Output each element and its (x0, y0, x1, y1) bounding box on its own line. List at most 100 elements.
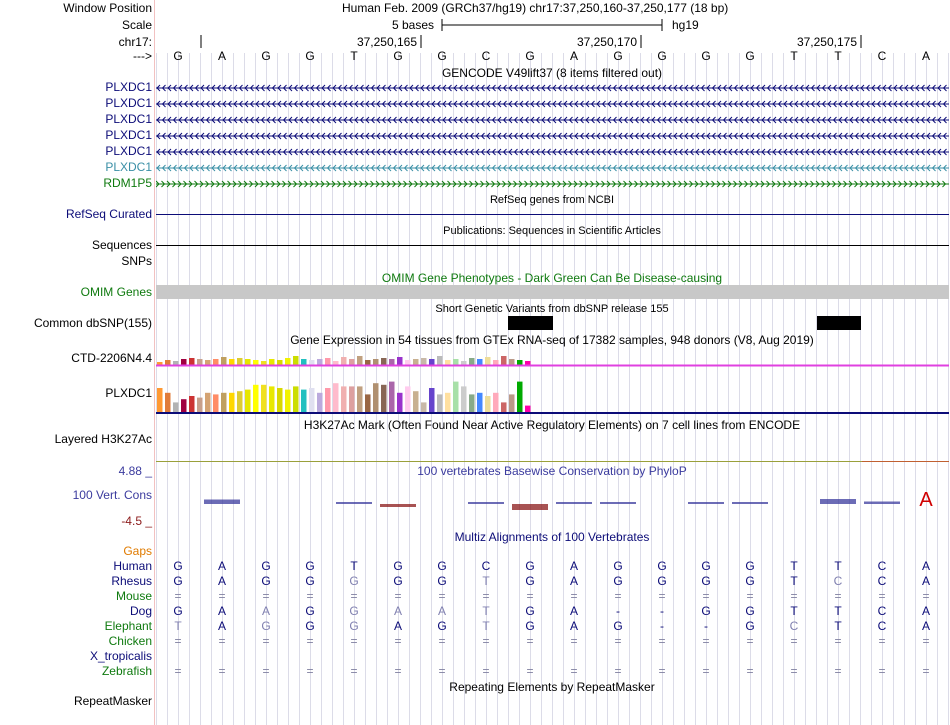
conservation-score-bar (864, 501, 900, 504)
refseq-label[interactable]: RefSeq Curated (65, 207, 152, 221)
reference-base: G (173, 49, 183, 63)
gencode-item-feature[interactable] (156, 115, 950, 125)
snps-label[interactable]: SNPs (121, 254, 152, 268)
multiz-base: = (746, 664, 754, 678)
reference-base: G (525, 49, 535, 63)
gtex-plxdc1-bar (293, 386, 299, 412)
multiz-base: C (877, 559, 887, 573)
multiz-base: = (262, 589, 270, 603)
multiz-base: G (305, 559, 315, 573)
multiz-base: = (306, 589, 314, 603)
multiz-base: G (349, 619, 359, 633)
dbsnp-label[interactable]: Common dbSNP(155) (33, 316, 152, 330)
multiz-base: G (173, 604, 183, 618)
gencode-item-feature[interactable] (156, 99, 950, 109)
multiz-base: = (482, 664, 490, 678)
multiz-base: G (349, 574, 359, 588)
omim-title[interactable]: OMIM Gene Phenotypes - Dark Green Can Be… (381, 271, 723, 285)
gtex-plxdc1-bar (509, 394, 515, 412)
multiz-base: G (657, 559, 667, 573)
publications-title[interactable]: Publications: Sequences in Scientific Ar… (443, 225, 661, 237)
gencode-item-label[interactable]: PLXDC1 (105, 96, 152, 110)
multiz-base: G (701, 604, 711, 618)
multiz-base: G (393, 559, 403, 573)
gtex-ctd-bar (197, 359, 203, 365)
gtex-plxdc1-bar (229, 392, 235, 412)
multiz-species-row: = = = = = = = = = = = = = = = = = = (156, 635, 948, 648)
gencode-item-label[interactable]: PLXDC1 (105, 160, 152, 174)
gencode-item-feature[interactable] (156, 131, 950, 141)
reference-base: G (261, 49, 271, 63)
conservation-plot[interactable]: A (156, 486, 950, 530)
multiz-species-label[interactable]: Chicken (108, 634, 152, 648)
multiz-species-label[interactable]: Rhesus (111, 574, 152, 588)
multiz-base: G (437, 574, 447, 588)
multiz-base: = (922, 589, 930, 603)
gtex-gene-label[interactable]: CTD-2206N4.4 (71, 351, 152, 365)
conservation-title[interactable]: 100 vertebrates Basewise Conservation by… (417, 464, 687, 478)
gtex-ctd-bar (501, 356, 507, 365)
multiz-base: A (569, 619, 578, 633)
gencode-item-feature[interactable] (156, 83, 950, 93)
gencode-item-label[interactable]: PLXDC1 (105, 144, 152, 158)
gencode-item-label[interactable]: PLXDC1 (105, 112, 152, 126)
gencode-item-feature[interactable] (156, 179, 950, 189)
gtex-bar-chart[interactable] (156, 352, 950, 414)
multiz-species-label[interactable]: Elephant (104, 619, 152, 633)
conservation-label[interactable]: 100 Vert. Cons (72, 488, 152, 502)
multiz-base: A (569, 574, 578, 588)
multiz-base: = (438, 664, 446, 678)
multiz-title[interactable]: Multiz Alignments of 100 Vertebrates (454, 530, 650, 544)
base-grid (156, 53, 949, 725)
reference-base: T (790, 49, 798, 63)
multiz-base: = (614, 634, 622, 648)
repeatmasker-label[interactable]: RepeatMasker (73, 694, 152, 708)
gencode-title[interactable]: GENCODE V49lift37 (8 items filtered out) (441, 66, 663, 80)
gtex-gene-label[interactable]: PLXDC1 (105, 386, 152, 400)
dbsnp-title[interactable]: Short Genetic Variants from dbSNP releas… (435, 303, 669, 315)
multiz-species-label[interactable]: Human (113, 559, 152, 573)
gaps-label[interactable]: Gaps (123, 544, 152, 558)
dbsnp-variant[interactable] (817, 316, 861, 330)
h3k27ac-title[interactable]: H3K27Ac Mark (Often Found Near Active Re… (303, 418, 801, 432)
h3k27ac-label[interactable]: Layered H3K27Ac (54, 432, 152, 446)
omim-label[interactable]: OMIM Genes (80, 285, 152, 299)
gtex-ctd-bar (253, 360, 259, 365)
publications-label[interactable]: Sequences (91, 238, 152, 252)
multiz-species-label[interactable]: Mouse (115, 589, 152, 603)
multiz-base: G (745, 559, 755, 573)
multiz-base: = (526, 664, 534, 678)
gtex-plxdc1-bar (221, 392, 227, 412)
gtex-plxdc1-bar (181, 399, 187, 412)
gtex-plxdc1-bar (173, 402, 179, 412)
gtex-title[interactable]: Gene Expression in 54 tissues from GTEx … (290, 333, 814, 347)
multiz-species-label[interactable]: X_tropicalis (89, 649, 152, 663)
multiz-base: G (261, 619, 271, 633)
gencode-item-label[interactable]: RDM1P5 (103, 176, 152, 190)
multiz-species-label[interactable]: Dog (129, 604, 152, 618)
gencode-item-label[interactable]: PLXDC1 (105, 128, 152, 142)
multiz-base: G (349, 604, 359, 618)
gtex-plxdc1-bar (309, 388, 315, 412)
multiz-base: = (262, 664, 270, 678)
refseq-line (156, 214, 949, 215)
conservation-max: 4.88 _ (118, 464, 152, 478)
multiz-base: C (877, 574, 887, 588)
multiz-base: = (218, 589, 226, 603)
refseq-title[interactable]: RefSeq genes from NCBI (489, 194, 615, 206)
dbsnp-variant[interactable] (508, 316, 553, 330)
conservation-score-bar (336, 502, 372, 504)
repeatmasker-title[interactable]: Repeating Elements by RepeatMasker (449, 680, 655, 694)
multiz-species-label[interactable]: Zebrafish (101, 664, 152, 678)
reference-base: A (921, 49, 930, 63)
gencode-item-feature[interactable] (156, 163, 950, 173)
reference-base: G (305, 49, 315, 63)
gtex-ctd-bar (357, 356, 363, 365)
omim-bar[interactable] (156, 285, 949, 299)
gencode-item-label[interactable]: PLXDC1 (105, 80, 152, 94)
gencode-item-feature[interactable] (156, 147, 950, 157)
multiz-base: G (437, 559, 447, 573)
multiz-base: = (790, 634, 798, 648)
